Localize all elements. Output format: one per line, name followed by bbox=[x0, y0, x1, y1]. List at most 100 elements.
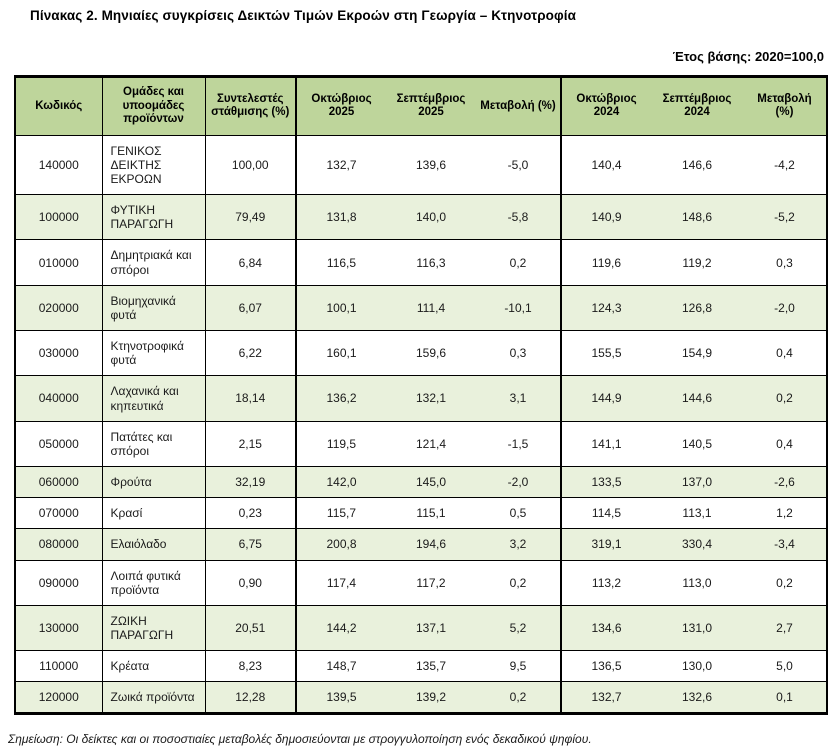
value-cell: -2,0 bbox=[476, 466, 562, 498]
table-row: 040000 Λαχανικά και κηπευτικά 18,14 136,2 13… bbox=[15, 375, 827, 422]
value-cell: 132,7 bbox=[296, 134, 386, 195]
value-cell: 140,9 bbox=[561, 194, 651, 240]
value-cell: 131,0 bbox=[651, 604, 743, 651]
value-cell: 0,90 bbox=[205, 559, 297, 606]
product-group-cell: Κρασί bbox=[102, 497, 206, 529]
value-cell: -5,8 bbox=[476, 194, 562, 240]
value-cell: 18,14 bbox=[205, 375, 297, 422]
value-cell: 144,6 bbox=[651, 375, 743, 422]
header-cell: Μεταβολή (%) bbox=[476, 76, 562, 136]
header-cell: Οκτώβριος 2025 bbox=[296, 76, 386, 136]
value-cell: 32,19 bbox=[205, 466, 297, 498]
value-cell: 139,2 bbox=[386, 681, 476, 714]
value-cell: 3,2 bbox=[476, 528, 562, 560]
value-cell: 116,5 bbox=[296, 239, 386, 286]
header-cell: Σεπτέμβριος 2025 bbox=[386, 76, 476, 136]
value-cell: 140,5 bbox=[651, 420, 743, 467]
product-group-cell: ΦΥΤΙΚΗ ΠΑΡΑΓΩΓΗ bbox=[102, 194, 206, 240]
table-row: 010000 Δημητριακά και σπόροι 6,84 116,5 116,… bbox=[15, 239, 827, 286]
code-cell: 130000 bbox=[15, 604, 103, 651]
value-cell: 132,1 bbox=[386, 375, 476, 422]
value-cell: 0,2 bbox=[476, 239, 562, 286]
code-cell: 110000 bbox=[15, 650, 103, 682]
value-cell: 160,1 bbox=[296, 330, 386, 376]
value-cell: 124,3 bbox=[561, 284, 651, 331]
value-cell: 130,0 bbox=[651, 650, 743, 682]
code-cell: 100000 bbox=[15, 194, 103, 240]
value-cell: 3,1 bbox=[476, 375, 562, 422]
header-cell: Ομάδες και υποομάδες προϊόντων bbox=[102, 76, 206, 136]
value-cell: 0,23 bbox=[205, 497, 297, 529]
value-cell: 116,3 bbox=[386, 239, 476, 286]
value-cell: 137,1 bbox=[386, 604, 476, 651]
value-cell: 0,2 bbox=[476, 681, 562, 714]
value-cell: 0,3 bbox=[476, 330, 562, 376]
value-cell: 1,2 bbox=[743, 497, 827, 529]
header-cell: Κωδικός bbox=[15, 76, 103, 136]
value-cell: 100,1 bbox=[296, 284, 386, 331]
value-cell: 115,7 bbox=[296, 497, 386, 529]
value-cell: 115,1 bbox=[386, 497, 476, 529]
value-cell: 12,28 bbox=[205, 681, 297, 714]
code-cell: 050000 bbox=[15, 420, 103, 467]
table-row: 020000 Βιομηχανικά φυτά 6,07 100,1 111,4 -10,… bbox=[15, 284, 827, 331]
footnote: Σημείωση: Οι δείκτες και οι ποσοστιαίες … bbox=[8, 732, 592, 746]
code-cell: 020000 bbox=[15, 284, 103, 331]
value-cell: 148,7 bbox=[296, 650, 386, 682]
product-group-cell: ΖΩΙΚΗ ΠΑΡΑΓΩΓΗ bbox=[102, 604, 206, 651]
value-cell: 0,2 bbox=[743, 559, 827, 606]
product-group-cell: Ζωικά προϊόντα bbox=[102, 681, 206, 714]
value-cell: 114,5 bbox=[561, 497, 651, 529]
value-cell: 20,51 bbox=[205, 604, 297, 651]
value-cell: 137,0 bbox=[651, 466, 743, 498]
value-cell: 200,8 bbox=[296, 528, 386, 560]
value-cell: 0,4 bbox=[743, 420, 827, 467]
value-cell: -5,2 bbox=[743, 194, 827, 240]
value-cell: 119,2 bbox=[651, 239, 743, 286]
value-cell: -3,4 bbox=[743, 528, 827, 560]
table-row: 110000 Κρέατα 8,23 148,7 135,7 9,5 136,5 130,0 5… bbox=[15, 650, 827, 682]
product-group-cell: Πατάτες και σπόροι bbox=[102, 420, 206, 467]
value-cell: 5,2 bbox=[476, 604, 562, 651]
value-cell: 136,2 bbox=[296, 375, 386, 422]
value-cell: 144,2 bbox=[296, 604, 386, 651]
code-cell: 030000 bbox=[15, 330, 103, 376]
value-cell: 0,2 bbox=[743, 375, 827, 422]
value-cell: 100,00 bbox=[205, 134, 297, 195]
value-cell: 148,6 bbox=[651, 194, 743, 240]
table-row: 100000 ΦΥΤΙΚΗ ΠΑΡΑΓΩΓΗ 79,49 131,8 140,0 -5,8… bbox=[15, 194, 827, 240]
value-cell: 330,4 bbox=[651, 528, 743, 560]
code-cell: 060000 bbox=[15, 466, 103, 498]
product-group-cell: Δημητριακά και σπόροι bbox=[102, 239, 206, 286]
table-row: 070000 Κρασί 0,23 115,7 115,1 0,5 114,5 113,1 1,… bbox=[15, 497, 827, 529]
value-cell: 111,4 bbox=[386, 284, 476, 331]
value-cell: 142,0 bbox=[296, 466, 386, 498]
table-row: 080000 Ελαιόλαδο 6,75 200,8 194,6 3,2 319,1 330… bbox=[15, 528, 827, 560]
value-cell: 119,5 bbox=[296, 420, 386, 467]
table-row: 130000 ΖΩΙΚΗ ΠΑΡΑΓΩΓΗ 20,51 144,2 137,1 5,2 13… bbox=[15, 604, 827, 651]
value-cell: 139,5 bbox=[296, 681, 386, 714]
prices-table: Κωδικός Ομάδες και υποομάδες προϊόντων Συν… bbox=[14, 75, 828, 716]
value-cell: 133,5 bbox=[561, 466, 651, 498]
code-cell: 090000 bbox=[15, 559, 103, 606]
value-cell: 159,6 bbox=[386, 330, 476, 376]
value-cell: 113,1 bbox=[651, 497, 743, 529]
header-cell: Συντελεστές στάθμισης (%) bbox=[205, 76, 297, 136]
value-cell: 141,1 bbox=[561, 420, 651, 467]
value-cell: 154,9 bbox=[651, 330, 743, 376]
value-cell: 9,5 bbox=[476, 650, 562, 682]
table-row: 140000 ΓΕΝΙΚΟΣ ΔΕΙΚΤΗΣ ΕΚΡΟΩΝ 100,00 132,7 1… bbox=[15, 134, 827, 195]
code-cell: 080000 bbox=[15, 528, 103, 560]
value-cell: 132,7 bbox=[561, 681, 651, 714]
value-cell: 0,2 bbox=[476, 559, 562, 606]
value-cell: -4,2 bbox=[743, 134, 827, 195]
value-cell: 139,6 bbox=[386, 134, 476, 195]
value-cell: 117,2 bbox=[386, 559, 476, 606]
value-cell: 6,75 bbox=[205, 528, 297, 560]
value-cell: 117,4 bbox=[296, 559, 386, 606]
table-body: 140000 ΓΕΝΙΚΟΣ ΔΕΙΚΤΗΣ ΕΚΡΟΩΝ 100,00 132,7 1… bbox=[15, 134, 827, 714]
value-cell: 6,22 bbox=[205, 330, 297, 376]
value-cell: 144,9 bbox=[561, 375, 651, 422]
value-cell: 0,5 bbox=[476, 497, 562, 529]
